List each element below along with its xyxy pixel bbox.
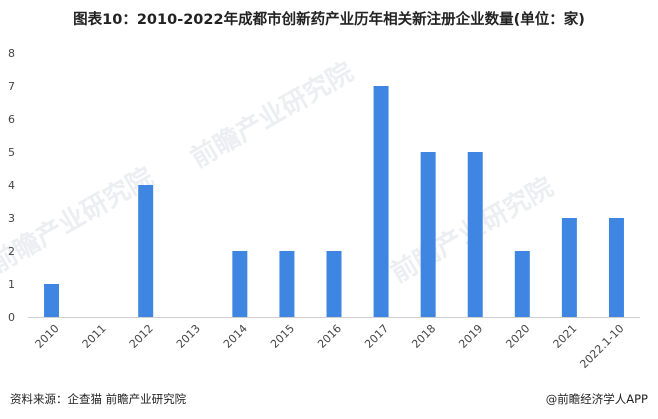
x-tick-label: 2013 (174, 322, 203, 351)
x-tick-label: 2015 (268, 322, 297, 351)
y-axis-ticks: 0 1 2 3 4 5 6 7 8 (8, 47, 15, 324)
y-tick-label: 2 (8, 245, 15, 258)
x-axis-ticks: 2010 2011 2012 2013 2014 2015 2016 2017 2018 2019… (33, 322, 627, 371)
x-tick-label: 2019 (456, 322, 485, 351)
bars (44, 86, 624, 317)
x-tick-label: 2014 (221, 322, 250, 351)
x-tick-label: 2017 (362, 322, 391, 351)
y-tick-label: 0 (8, 311, 15, 324)
bar-2018 (420, 152, 436, 317)
bar-2022.1-10 (608, 218, 624, 317)
x-tick-label: 2018 (409, 322, 438, 351)
bar-2014 (232, 251, 248, 317)
y-tick-label: 3 (8, 212, 15, 225)
y-tick-label: 8 (8, 47, 15, 60)
y-tick-label: 1 (8, 278, 15, 291)
x-tick-label: 2021 (551, 322, 580, 351)
source-note: 资料来源：企查猫 前瞻产业研究院 (10, 392, 187, 406)
bar-2012 (138, 185, 154, 317)
bar-2020 (514, 251, 530, 317)
x-tick-label: 2012 (127, 322, 156, 351)
x-tick-label: 2016 (315, 322, 344, 351)
y-tick-label: 6 (8, 113, 15, 126)
y-tick-label: 4 (8, 179, 15, 192)
x-tick-label: 2022.1-10 (577, 322, 626, 371)
bar-2017 (373, 86, 389, 317)
y-tick-label: 7 (8, 80, 15, 93)
bar-2021 (561, 218, 577, 317)
brand-label: @前瞻经济学人APP (545, 392, 648, 406)
chart-title: 图表10：2010-2022年成都市创新药产业历年相关新注册企业数量(单位：家) (73, 12, 585, 28)
bar-2015 (279, 251, 295, 317)
bar-2010 (44, 284, 60, 317)
x-tick-label: 2010 (33, 322, 62, 351)
bar-2016 (326, 251, 342, 317)
x-tick-label: 2020 (503, 322, 532, 351)
bar-2019 (467, 152, 483, 317)
x-tick-label: 2011 (80, 322, 109, 351)
y-tick-label: 5 (8, 146, 15, 159)
